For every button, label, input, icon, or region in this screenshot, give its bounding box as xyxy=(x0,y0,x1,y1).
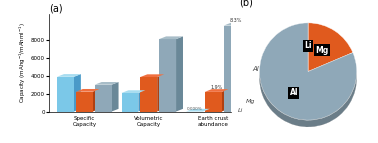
Polygon shape xyxy=(186,109,210,112)
Bar xyxy=(205,92,222,112)
Bar xyxy=(57,77,74,112)
Text: 8.3%: 8.3% xyxy=(229,18,242,23)
Bar xyxy=(121,93,138,112)
Y-axis label: Capacity (mAhg$^{-1}$/mAhml$^{-1}$): Capacity (mAhg$^{-1}$/mAhml$^{-1}$) xyxy=(18,23,28,103)
Polygon shape xyxy=(159,36,183,39)
Polygon shape xyxy=(140,74,164,77)
Polygon shape xyxy=(95,82,119,85)
Text: Li: Li xyxy=(304,41,312,50)
Polygon shape xyxy=(138,90,145,112)
Bar xyxy=(76,92,93,112)
Text: Mg: Mg xyxy=(245,99,255,104)
Polygon shape xyxy=(57,74,81,77)
Polygon shape xyxy=(121,90,145,93)
Wedge shape xyxy=(259,30,357,127)
Polygon shape xyxy=(157,74,164,112)
Polygon shape xyxy=(203,109,210,112)
Text: 0.000%: 0.000% xyxy=(187,107,202,111)
Polygon shape xyxy=(240,23,248,112)
Bar xyxy=(224,26,240,112)
Bar xyxy=(140,77,157,112)
Polygon shape xyxy=(112,82,119,112)
Polygon shape xyxy=(222,89,229,112)
Text: Al: Al xyxy=(290,89,298,98)
Text: Mg: Mg xyxy=(316,46,329,54)
Wedge shape xyxy=(308,30,353,78)
Polygon shape xyxy=(224,23,248,26)
Polygon shape xyxy=(93,89,100,112)
Text: 1.9%: 1.9% xyxy=(211,85,223,90)
Wedge shape xyxy=(308,23,353,72)
Wedge shape xyxy=(259,23,357,120)
Bar xyxy=(95,85,112,112)
Text: Al: Al xyxy=(253,66,259,72)
Polygon shape xyxy=(205,89,229,92)
Polygon shape xyxy=(76,89,100,92)
Polygon shape xyxy=(259,23,356,127)
Text: Li: Li xyxy=(237,108,243,113)
Text: (b): (b) xyxy=(239,0,253,8)
Text: (a): (a) xyxy=(49,4,63,14)
Polygon shape xyxy=(176,36,183,112)
Polygon shape xyxy=(74,74,81,112)
Bar xyxy=(159,39,176,112)
